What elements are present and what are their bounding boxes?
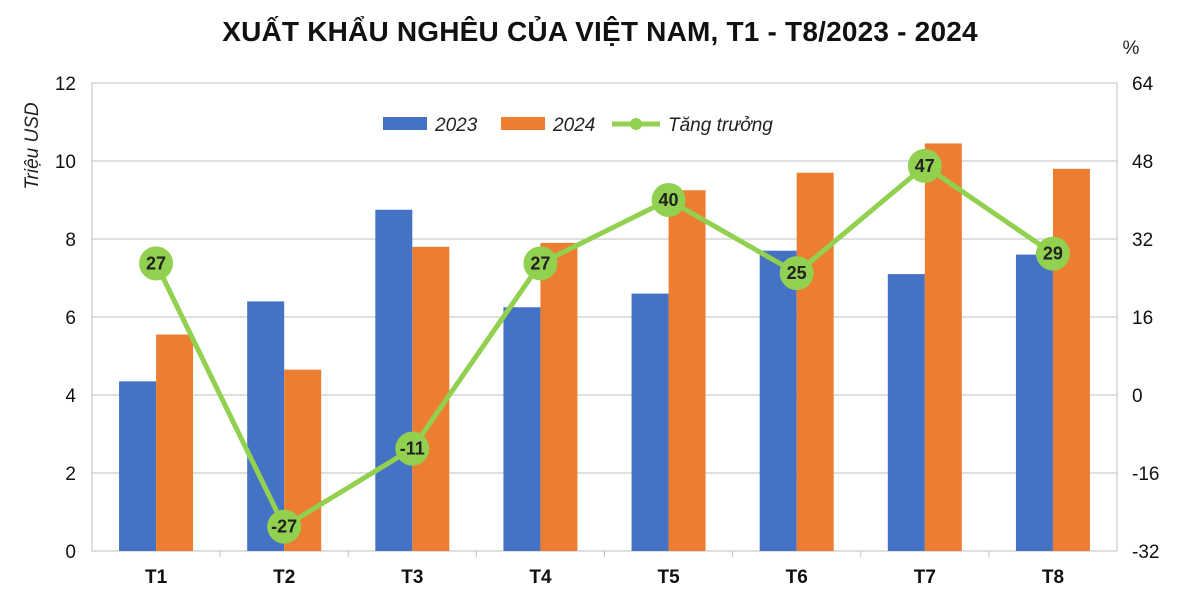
growth-label-T1: 27 — [146, 253, 166, 273]
y2-axis-label: % — [1123, 38, 1140, 59]
gridlines — [91, 82, 1118, 552]
growth-point-T6 — [779, 256, 814, 291]
legend-swatch-2023 — [383, 117, 427, 130]
legend-label-2024: 2024 — [552, 115, 595, 136]
x-tick-label: T2 — [273, 567, 295, 588]
y-tick-label: 12 — [55, 74, 76, 95]
bar-2023-T1 — [119, 381, 157, 551]
legend: 2023 2024 Tăng trưởng — [383, 115, 773, 136]
growth-label-T3: -11 — [400, 439, 425, 459]
bar-2024-T8 — [1052, 168, 1090, 552]
growth-label-T6: 25 — [787, 263, 807, 283]
growth-label-T2: -27 — [271, 517, 297, 537]
bar-2024-T3 — [412, 246, 450, 552]
y-tick-label: 0 — [65, 542, 76, 563]
y2-tick-label: 64 — [1132, 74, 1154, 95]
growth-line: 27 -27 -11 27 40 25 47 29 — [139, 148, 1070, 544]
x-tick-label: T6 — [786, 567, 808, 588]
growth-point-T2 — [267, 509, 302, 544]
growth-point-T5 — [651, 183, 686, 217]
bar-2024-T5 — [668, 190, 706, 551]
growth-label-T7: 47 — [915, 156, 935, 176]
bar-2024-T4 — [540, 242, 578, 551]
legend-swatch-2024 — [501, 117, 545, 130]
growth-label-T5: 40 — [659, 190, 679, 210]
growth-point-T7 — [907, 148, 942, 183]
bars — [119, 143, 1090, 552]
bar-2024-T6 — [796, 172, 834, 551]
x-tick-label: T7 — [914, 567, 936, 588]
bar-2023-T4 — [503, 307, 541, 551]
x-tick-label: T3 — [401, 567, 423, 588]
bar-2024-T7 — [924, 143, 962, 551]
bar-2023-T5 — [631, 293, 669, 551]
x-tick-label: T8 — [1042, 567, 1064, 588]
y-tick-label: 10 — [55, 152, 76, 173]
y2-tick-label: -16 — [1132, 464, 1159, 485]
legend-marker — [630, 118, 642, 130]
growth-line-path — [153, 163, 1055, 530]
y2-tick-label: 48 — [1132, 152, 1153, 173]
chart-title: XUẤT KHẨU NGHÊU CỦA VIỆT NAM, T1 - T8/20… — [222, 16, 978, 47]
legend-label-2023: 2023 — [434, 115, 478, 136]
bar-2023-T3 — [375, 209, 413, 551]
x-tick-label: T5 — [657, 567, 680, 588]
bar-2024-T1 — [156, 334, 194, 551]
y-tick-label: 8 — [65, 230, 76, 251]
x-tick-label: T4 — [529, 567, 552, 588]
growth-point-T3 — [395, 431, 430, 466]
y2-tick-label: 32 — [1132, 230, 1153, 251]
y-tick-label: 2 — [65, 464, 76, 485]
growth-label-T4: 27 — [530, 253, 550, 273]
axes: 0 2 4 6 8 10 12 -32 -16 0 16 32 48 64 T1 T2 T3 T4 T5 T6 T7 T8 — [55, 74, 1160, 588]
legend-label-growth: Tăng trưởng — [668, 115, 773, 136]
y-tick-label: 6 — [65, 308, 76, 329]
y2-tick-label: -32 — [1132, 542, 1159, 563]
y-axis-label: Triệu USD — [22, 102, 43, 190]
growth-label-T8: 29 — [1043, 244, 1063, 264]
bar-2023-T6 — [759, 250, 797, 551]
y-tick-label: 4 — [65, 386, 76, 407]
bar-2023-T8 — [1015, 254, 1053, 551]
y2-tick-label: 16 — [1132, 308, 1153, 329]
x-tick-label: T1 — [145, 567, 168, 588]
bar-2023-T7 — [887, 274, 925, 551]
growth-point-T8 — [1035, 236, 1070, 271]
y2-tick-label: 0 — [1132, 386, 1143, 407]
growth-point-T4 — [523, 246, 558, 281]
growth-point-T1 — [139, 246, 174, 281]
